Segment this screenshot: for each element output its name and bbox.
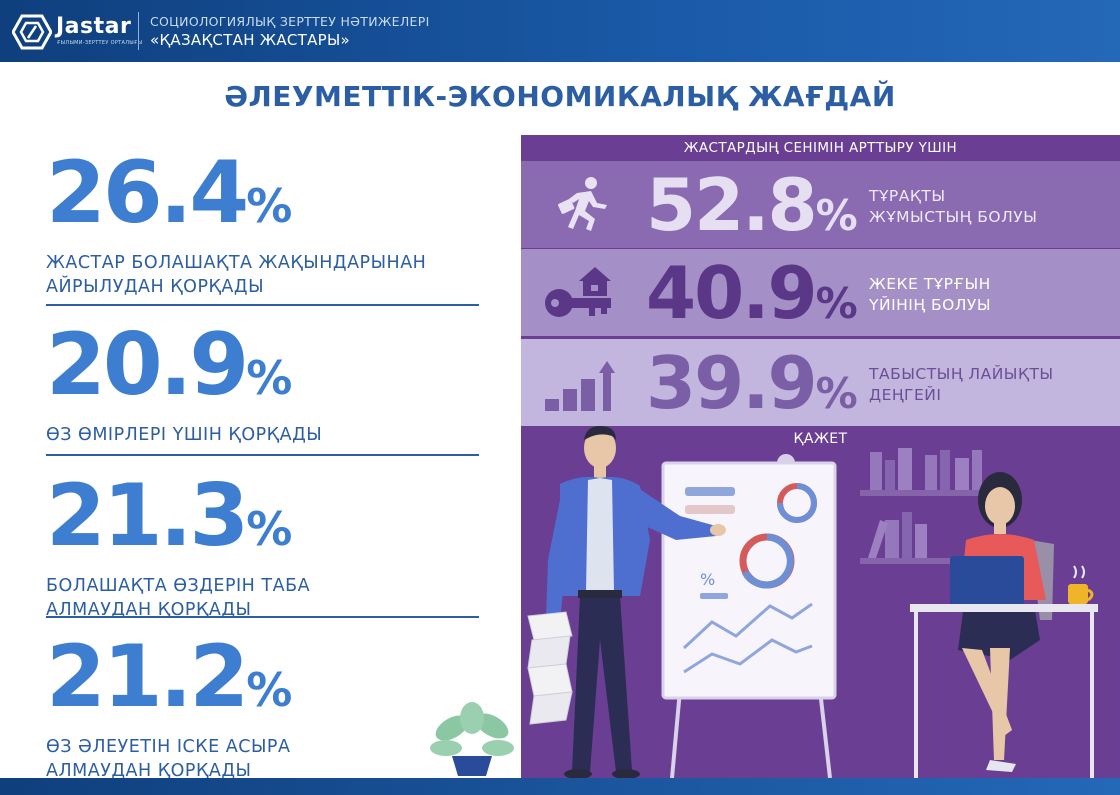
brand-name: Jastar xyxy=(56,14,132,39)
stat-label: ЖАСТАР БОЛАШАҚТА ЖАҚЫНДАРЫНАН АЙРЫЛУДАН … xyxy=(46,253,427,297)
svg-text:%: % xyxy=(700,570,715,589)
running-worker-icon xyxy=(558,177,607,231)
brand-subtitle: ҒЫЛЫМИ-ЗЕРТТЕУ ОРТАЛЫҒЫ xyxy=(57,40,143,46)
divider-line xyxy=(46,454,479,456)
stat-value: 21.3% xyxy=(46,466,293,566)
divider-line xyxy=(46,616,479,618)
panel-value: 52.8% xyxy=(646,163,858,247)
panel-label: ЖЕКЕ ТҰРҒЫН ҮЙІНІҢ БОЛУЫ xyxy=(869,275,992,314)
stat-value: 21.2% xyxy=(46,627,293,727)
panel-row-3: 39.9% ТАБЫСТЫҢ ЛАЙЫҚТЫ ДЕҢГЕЙІ xyxy=(521,339,1120,426)
divider-line xyxy=(46,304,479,306)
stat-block-3: 21.3% БОЛАШАҚТА ӨЗДЕРІН ТАБА АЛМАУДАН ҚО… xyxy=(46,473,486,622)
plant xyxy=(430,702,514,776)
footer-bar xyxy=(0,778,1120,795)
stat-block-4: 21.2% ӨЗ ӘЛЕУЕТІН ІСКЕ АСЫРА АЛМАУДАН ҚО… xyxy=(46,634,486,783)
jastar-logo-icon xyxy=(12,14,52,50)
stat-label: БОЛАШАҚТА ӨЗДЕРІН ТАБА АЛМАУДАН ҚОРҚАДЫ xyxy=(46,576,311,620)
panel-label: ТАБЫСТЫҢ ЛАЙЫҚТЫ ДЕҢГЕЙІ xyxy=(869,365,1054,404)
header-divider xyxy=(138,12,139,50)
bookshelf xyxy=(860,448,1020,564)
header-line-2: «ҚАЗАҚСТАН ЖАСТАРЫ» xyxy=(150,31,351,49)
stat-label: ӨЗ ӘЛЕУЕТІН ІСКЕ АСЫРА АЛМАУДАН ҚОРҚАДЫ xyxy=(46,737,291,781)
panel-title: ЖАСТАРДЫҢ СЕНІМІН АРТТЫРУ ҮШІН xyxy=(683,140,958,156)
stat-block-1: 26.4% ЖАСТАР БОЛАШАҚТА ЖАҚЫНДАРЫНАН АЙРЫ… xyxy=(46,150,486,299)
panel-row-1: 52.8% ТҰРАҚТЫ ЖҰМЫСТЫҢ БОЛУЫ xyxy=(521,161,1120,248)
panel-value: 40.9% xyxy=(646,251,858,335)
house-key-icon xyxy=(545,267,611,317)
stat-value: 26.4% xyxy=(46,143,293,243)
page-title: ӘЛЕУМЕТТІК-ЭКОНОМИКАЛЫҚ ЖАҒДАЙ xyxy=(224,80,896,113)
stat-value: 20.9% xyxy=(46,315,293,415)
panel-value: 39.9% xyxy=(646,341,858,425)
growth-bars-icon xyxy=(545,361,615,411)
need-label: ҚАЖЕТ xyxy=(793,431,848,447)
panel-label: ТҰРАҚТЫ ЖҰМЫСТЫҢ БОЛУЫ xyxy=(869,187,1038,226)
header-line-1: СОЦИОЛОГИЯЛЫҚ ЗЕРТТЕУ НӘТИЖЕЛЕРІ xyxy=(150,14,430,29)
stat-label: ӨЗ ӨМІРЛЕРІ ҮШІН ҚОРҚАДЫ xyxy=(46,425,323,445)
stat-block-2: 20.9% ӨЗ ӨМІРЛЕРІ ҮШІН ҚОРҚАДЫ xyxy=(46,322,486,447)
header-bar: Jastar ҒЫЛЫМИ-ЗЕРТТЕУ ОРТАЛЫҒЫ СОЦИОЛОГИ… xyxy=(0,0,1120,62)
panel-row-2: 40.9% ЖЕКЕ ТҰРҒЫН ҮЙІНІҢ БОЛУЫ xyxy=(521,249,1120,336)
